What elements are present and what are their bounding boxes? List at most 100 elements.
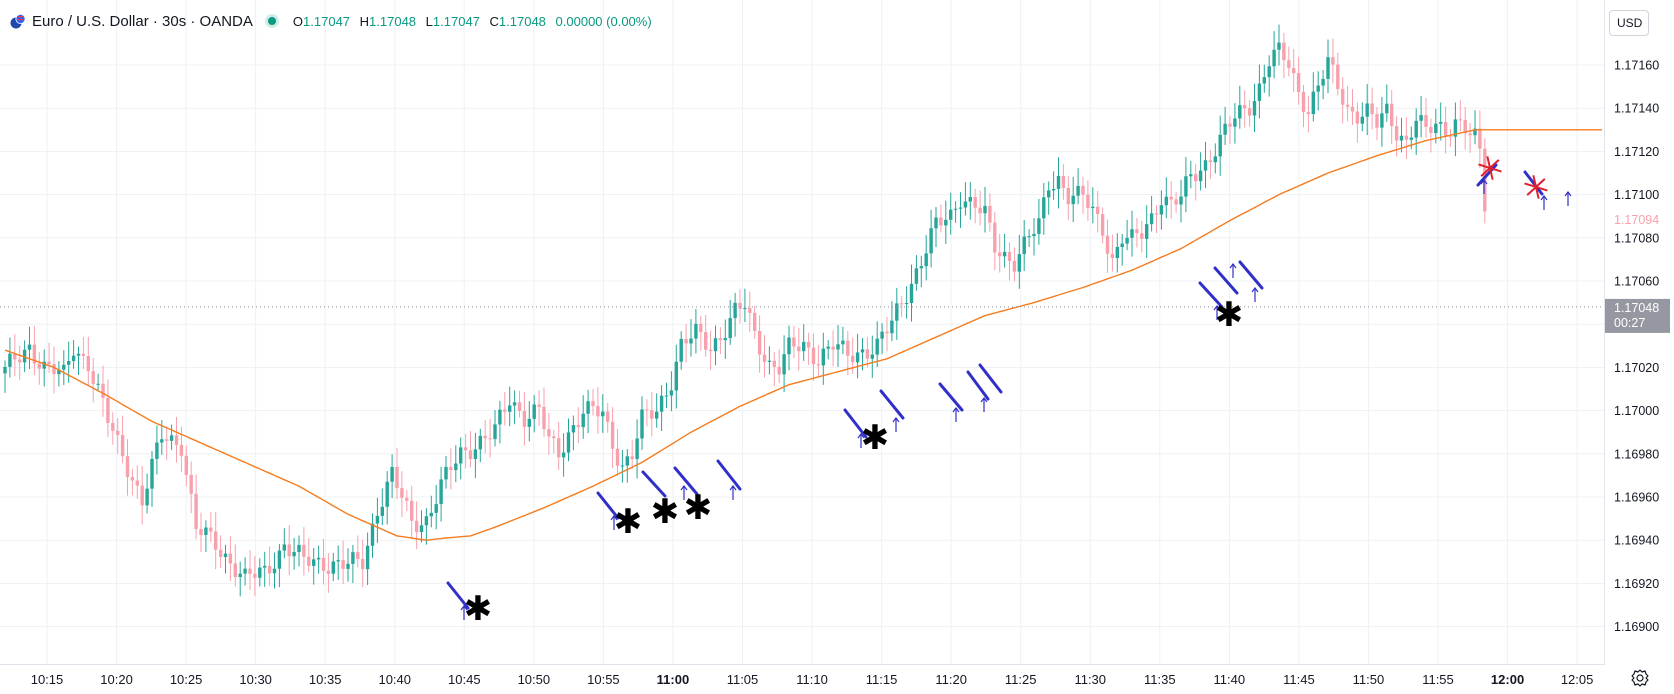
arrow-up-icon — [680, 485, 688, 500]
arrow-up-icon — [1229, 263, 1237, 278]
candle — [1350, 89, 1355, 126]
candle-body — [988, 205, 992, 223]
candle — [1208, 149, 1213, 179]
candle-body — [67, 361, 71, 365]
candle — [1213, 143, 1217, 174]
candle — [914, 255, 919, 291]
candle-body — [733, 302, 737, 319]
ohlc-values: O1.17047 H1.17048 L1.17047 C1.17048 0.00… — [293, 14, 652, 29]
candle-body — [174, 435, 179, 445]
candle-body — [684, 338, 688, 344]
cross-stroke — [1526, 178, 1546, 196]
candle-body — [414, 520, 419, 533]
candle-body — [1473, 128, 1477, 136]
gear-icon[interactable] — [1630, 668, 1650, 688]
candle-body — [963, 201, 968, 208]
candle-body — [62, 364, 66, 370]
candle-body — [331, 561, 335, 574]
candle-body — [1282, 42, 1286, 61]
price-tick-label: 1.17160 — [1614, 59, 1659, 73]
candle — [292, 538, 296, 570]
candle-body — [596, 406, 600, 417]
candle-body — [978, 207, 982, 214]
candle — [1439, 102, 1443, 141]
candle — [463, 433, 468, 469]
candle — [361, 539, 365, 588]
candle-body — [1198, 170, 1203, 182]
candle — [1159, 190, 1164, 230]
candle-body — [32, 344, 37, 364]
candle — [1360, 102, 1364, 132]
candle-body — [1022, 236, 1026, 255]
candle — [806, 332, 811, 365]
candle-body — [145, 488, 149, 506]
candle — [493, 409, 497, 447]
candle — [375, 497, 380, 543]
candle — [596, 387, 600, 434]
candle-body — [321, 557, 326, 571]
candle — [42, 349, 46, 387]
candle — [503, 392, 507, 426]
candle-body — [1203, 160, 1208, 171]
candle-body — [532, 404, 536, 419]
candle-body — [326, 570, 331, 574]
candle — [1115, 233, 1119, 273]
symbol-title[interactable]: Euro / U.S. Dollar · 30s · OANDA — [32, 12, 253, 30]
candle-body — [468, 450, 473, 459]
candle — [542, 387, 546, 437]
candle — [904, 286, 909, 319]
price-tick-label: 1.17060 — [1614, 275, 1659, 289]
arrow-up-icon — [892, 417, 900, 432]
candle — [1140, 220, 1144, 253]
candle — [459, 437, 463, 480]
candle — [380, 488, 384, 526]
price-axis[interactable]: 1.17160 1.17140 1.17120 1.17100 1.17080 1.170… — [1614, 59, 1659, 635]
candle — [1311, 72, 1315, 122]
candle-body — [1213, 156, 1217, 163]
candle — [757, 315, 762, 373]
candle — [67, 341, 71, 383]
candle — [630, 439, 634, 470]
candle-body — [91, 371, 95, 384]
candle — [184, 445, 188, 487]
time-tick-label: 10:40 — [378, 672, 411, 687]
candle — [635, 419, 639, 479]
candle — [1169, 181, 1173, 219]
candle — [983, 186, 987, 233]
asterisk-mark: ✱ — [614, 502, 643, 542]
candle — [116, 417, 120, 454]
time-tick-label: 12:05 — [1561, 672, 1594, 687]
currency-button[interactable]: USD — [1609, 10, 1649, 36]
candle-body — [307, 556, 311, 566]
candle — [620, 450, 625, 483]
candle-body — [253, 573, 257, 578]
arrow-head — [1564, 191, 1572, 197]
candle-body — [150, 458, 154, 489]
candle — [708, 330, 713, 371]
candle-body — [1110, 253, 1115, 258]
trend-stroke — [1198, 281, 1224, 309]
candle-body — [233, 563, 237, 578]
candle — [659, 385, 664, 432]
time-axis[interactable]: 10:15 10:20 10:25 10:30 10:35 10:40 10:45 10:50… — [31, 672, 1594, 687]
candle — [326, 553, 331, 593]
candle — [1223, 106, 1227, 145]
candle-body — [169, 435, 174, 441]
candle — [272, 552, 277, 589]
candle-body — [625, 456, 629, 466]
candle-body — [3, 366, 7, 374]
candle-body — [1061, 176, 1066, 188]
candle-body — [512, 402, 517, 406]
candle-body — [13, 353, 17, 360]
candle — [125, 439, 130, 496]
arrow-head — [1540, 195, 1548, 201]
time-tick-label: 10:50 — [518, 672, 551, 687]
candle — [650, 391, 654, 437]
market-status-icon[interactable] — [264, 14, 279, 28]
close-label: C — [489, 13, 499, 29]
candle — [282, 528, 286, 559]
candle — [841, 326, 845, 355]
candle — [1007, 242, 1012, 281]
candle — [723, 319, 727, 359]
